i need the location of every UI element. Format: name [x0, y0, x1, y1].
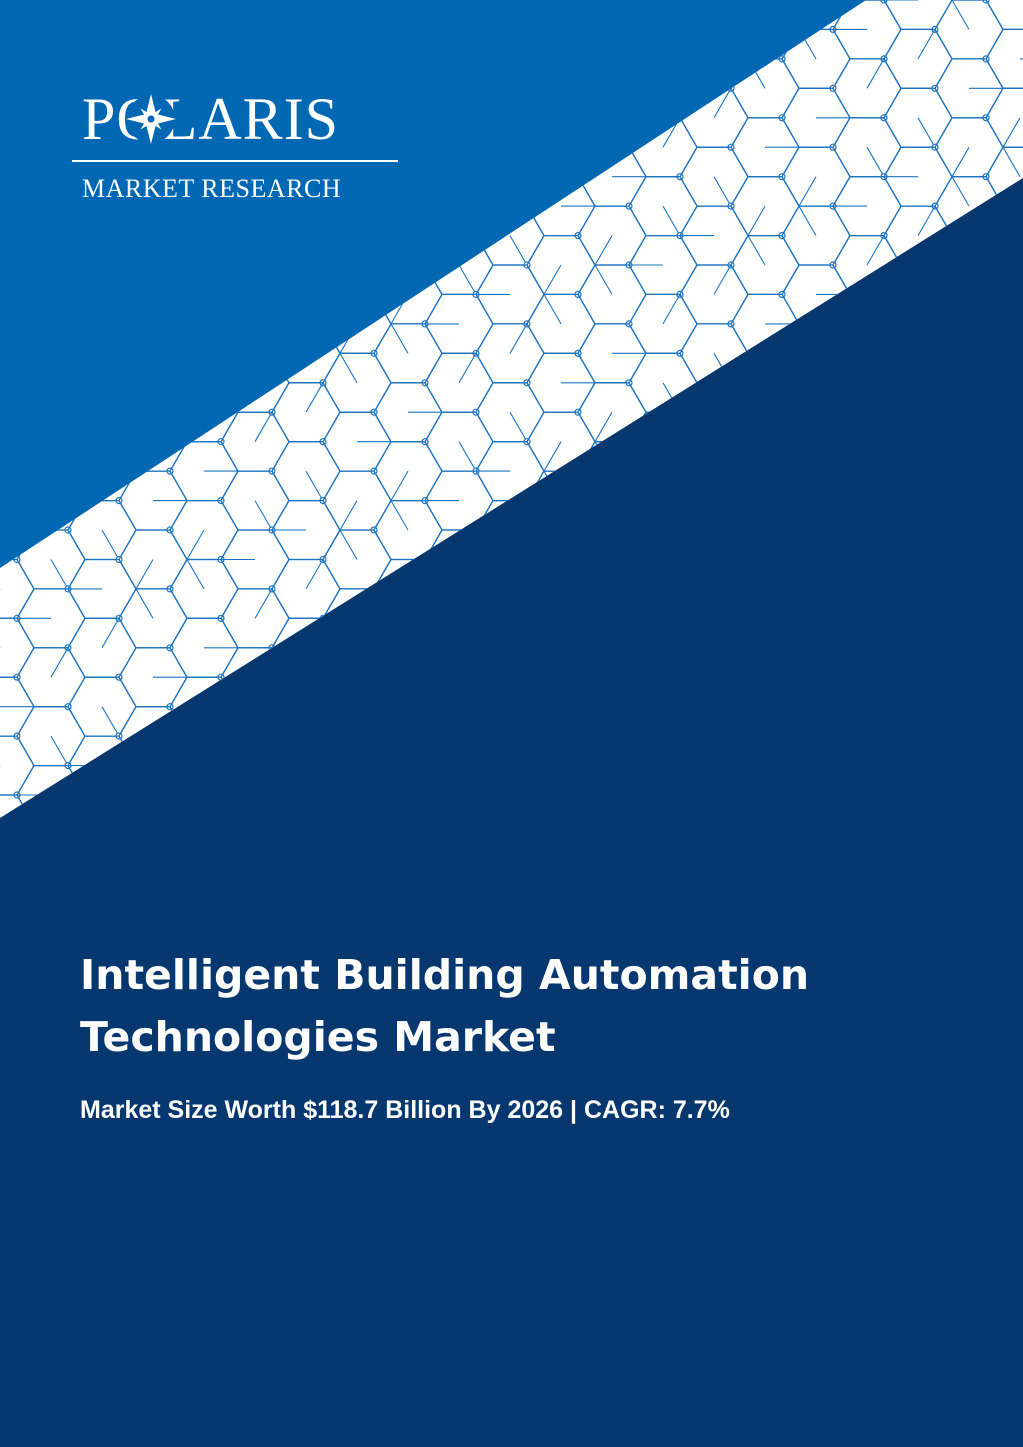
- lattice-spoke: [135, 588, 154, 619]
- lattice-hexagon: [0, 794, 35, 818]
- lattice-spoke: [458, 353, 477, 384]
- lattice-spoke: [254, 500, 273, 531]
- lattice-spoke: [594, 264, 613, 295]
- lattice-spoke: [594, 411, 613, 442]
- lattice-spoke: [543, 441, 562, 472]
- lattice-spoke: [798, 205, 817, 236]
- lattice-spoke: [305, 559, 324, 590]
- report-title-line-2: Technologies Market: [80, 1013, 556, 1061]
- lattice-spoke: [917, 205, 936, 236]
- lattice-spoke: [509, 235, 528, 266]
- lattice-spoke: [1002, 117, 1021, 148]
- lattice-spoke: [866, 58, 885, 89]
- lattice-spoke: [594, 235, 613, 266]
- lattice-spoke: [305, 470, 324, 501]
- lattice-spoke: [917, 29, 936, 60]
- lattice-spoke: [713, 264, 732, 295]
- lattice-spoke: [101, 706, 120, 737]
- lattice-spoke: [509, 323, 528, 354]
- lattice-spoke: [186, 529, 205, 560]
- lattice-spoke: [866, 235, 885, 266]
- lattice-spoke: [747, 235, 766, 266]
- lattice-spoke: [662, 205, 681, 236]
- lattice-spoke: [458, 264, 477, 295]
- lattice-spoke: [101, 529, 120, 560]
- lattice-spoke: [50, 647, 69, 678]
- lattice-spoke: [101, 618, 120, 649]
- diagonal-white-band: [0, 0, 1023, 818]
- lattice-spoke: [951, 146, 970, 177]
- lattice-spoke: [798, 176, 817, 207]
- lattice-spoke: [390, 470, 409, 501]
- lattice-spoke: [1002, 146, 1021, 177]
- polaris-logo: POLARIS MARKET RESEARCH: [72, 80, 402, 210]
- lattice-spoke: [390, 323, 409, 354]
- lattice-spoke: [951, 176, 970, 207]
- logo-tagline: MARKET RESEARCH: [82, 174, 342, 203]
- lattice-spoke: [866, 146, 885, 177]
- lattice-spoke: [543, 264, 562, 295]
- lattice-spoke: [458, 441, 477, 472]
- lattice-spoke: [186, 559, 205, 590]
- lattice-spoke: [917, 117, 936, 148]
- lattice-spoke: [339, 500, 358, 531]
- lattice-spoke: [50, 735, 69, 766]
- lattice-spoke: [339, 353, 358, 384]
- lattice-spoke: [305, 382, 324, 413]
- logo-divider: [72, 160, 398, 162]
- lattice-spoke: [509, 411, 528, 442]
- lattice-spoke: [713, 88, 732, 119]
- lattice-spoke: [543, 294, 562, 325]
- report-title-line-1: Intelligent Building Automation: [80, 951, 810, 999]
- lattice-spoke: [390, 500, 409, 531]
- report-title: Intelligent Building Automation Technolo…: [80, 944, 960, 1068]
- lattice-spoke: [50, 559, 69, 590]
- lattice-spoke: [254, 588, 273, 619]
- lattice-spoke: [339, 529, 358, 560]
- compass-star-icon: [126, 94, 176, 144]
- lattice-spoke: [713, 176, 732, 207]
- lattice-spoke: [254, 411, 273, 442]
- lattice-spoke: [135, 559, 154, 590]
- lattice-spoke: [951, 0, 970, 30]
- lattice-spoke: [662, 294, 681, 325]
- lattice-spoke: [747, 205, 766, 236]
- logo-wordmark: POLARIS: [82, 86, 340, 152]
- report-subtitle: Market Size Worth $118.7 Billion By 2026…: [80, 1096, 730, 1124]
